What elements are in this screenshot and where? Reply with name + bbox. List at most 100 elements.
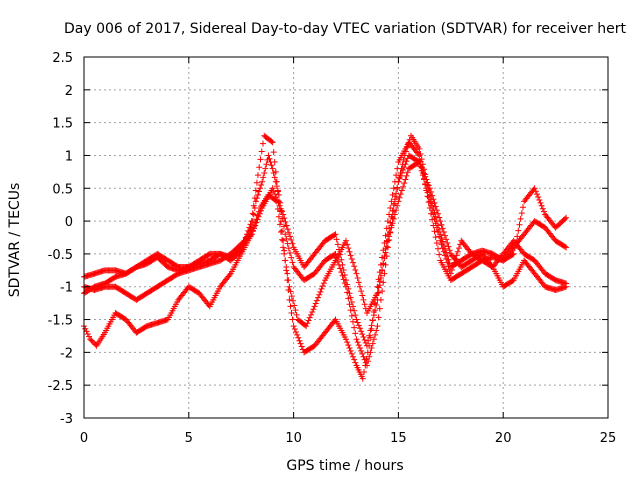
data-point: [397, 191, 404, 198]
data-point: [390, 202, 397, 209]
data-point: [91, 340, 98, 347]
data-point: [318, 285, 325, 292]
data-point: [383, 238, 390, 245]
data-point: [258, 148, 265, 155]
data-point: [287, 249, 294, 256]
data-point: [354, 319, 361, 326]
data-point: [303, 323, 310, 330]
x-tick-label: 15: [390, 431, 407, 446]
data-point: [246, 224, 253, 231]
data-point: [401, 164, 408, 171]
data-point: [285, 229, 292, 236]
data-point: [261, 169, 268, 176]
data-point: [370, 312, 377, 319]
data-point: [518, 210, 525, 217]
data-point: [432, 234, 439, 241]
data-point: [351, 307, 358, 314]
data-point: [398, 187, 405, 194]
data-point: [421, 170, 428, 177]
data-point: [282, 218, 289, 225]
data-point: [269, 165, 276, 172]
data-point: [359, 375, 366, 382]
data-point: [278, 229, 285, 236]
data-point: [517, 215, 524, 222]
data-point: [88, 337, 95, 344]
data-point: [360, 353, 367, 360]
data-point: [347, 307, 354, 314]
data-point: [536, 196, 543, 203]
data-point: [252, 187, 259, 194]
data-point: [89, 338, 96, 345]
data-point: [280, 211, 287, 218]
data-point: [401, 180, 408, 187]
data-point: [394, 184, 401, 191]
data-point: [271, 174, 278, 181]
data-point: [285, 245, 292, 252]
data-point: [331, 231, 338, 238]
data-point: [273, 178, 280, 185]
data-point: [284, 270, 291, 277]
data-point: [265, 152, 272, 159]
data-point: [373, 301, 380, 308]
data-point: [254, 191, 261, 198]
data-point: [415, 150, 422, 157]
data-point: [343, 237, 349, 244]
data-point: [398, 169, 405, 176]
data-point: [370, 336, 377, 343]
data-point: [313, 297, 320, 304]
data-point: [380, 279, 387, 286]
data-point: [283, 235, 290, 242]
data-point: [362, 362, 369, 369]
data-point: [295, 334, 302, 341]
data-point: [353, 270, 360, 277]
data-point: [509, 251, 516, 258]
data-point: [272, 168, 279, 175]
data-point: [384, 237, 391, 244]
data-point: [430, 211, 437, 218]
data-point: [397, 172, 404, 179]
data-point: [279, 236, 286, 243]
data-point: [252, 219, 259, 226]
data-point: [488, 262, 495, 269]
data-point: [400, 183, 407, 190]
data-point: [354, 339, 361, 346]
data-point: [363, 355, 370, 362]
data-point: [430, 196, 437, 203]
data-point: [431, 199, 438, 206]
data-point: [290, 323, 297, 330]
data-point: [561, 243, 568, 250]
data-point: [338, 256, 345, 263]
data-point: [355, 342, 362, 349]
data-point: [382, 249, 389, 256]
data-point: [443, 236, 450, 243]
data-point: [275, 213, 282, 220]
data-point: [537, 199, 544, 206]
data-point: [354, 274, 361, 281]
y-tick-label: -2: [60, 346, 73, 361]
data-point: [288, 254, 295, 261]
data-point: [396, 175, 403, 182]
data-point: [394, 202, 401, 209]
data-point: [266, 155, 273, 162]
data-point: [271, 159, 278, 166]
data-point: [310, 306, 317, 313]
data-point: [416, 159, 423, 166]
data-point: [281, 215, 288, 222]
data-point: [274, 206, 281, 213]
data-point: [293, 311, 300, 318]
data-point: [247, 232, 254, 239]
data-point: [259, 140, 266, 147]
data-point: [437, 237, 444, 244]
data-point: [259, 178, 266, 185]
data-point: [347, 294, 354, 301]
data-point: [283, 264, 290, 271]
data-point: [280, 244, 287, 251]
data-point: [284, 226, 291, 233]
data-point: [291, 326, 298, 333]
y-tick-label: 0: [65, 215, 73, 230]
data-point: [253, 216, 260, 223]
data-point: [372, 331, 379, 338]
data-point: [436, 233, 443, 240]
